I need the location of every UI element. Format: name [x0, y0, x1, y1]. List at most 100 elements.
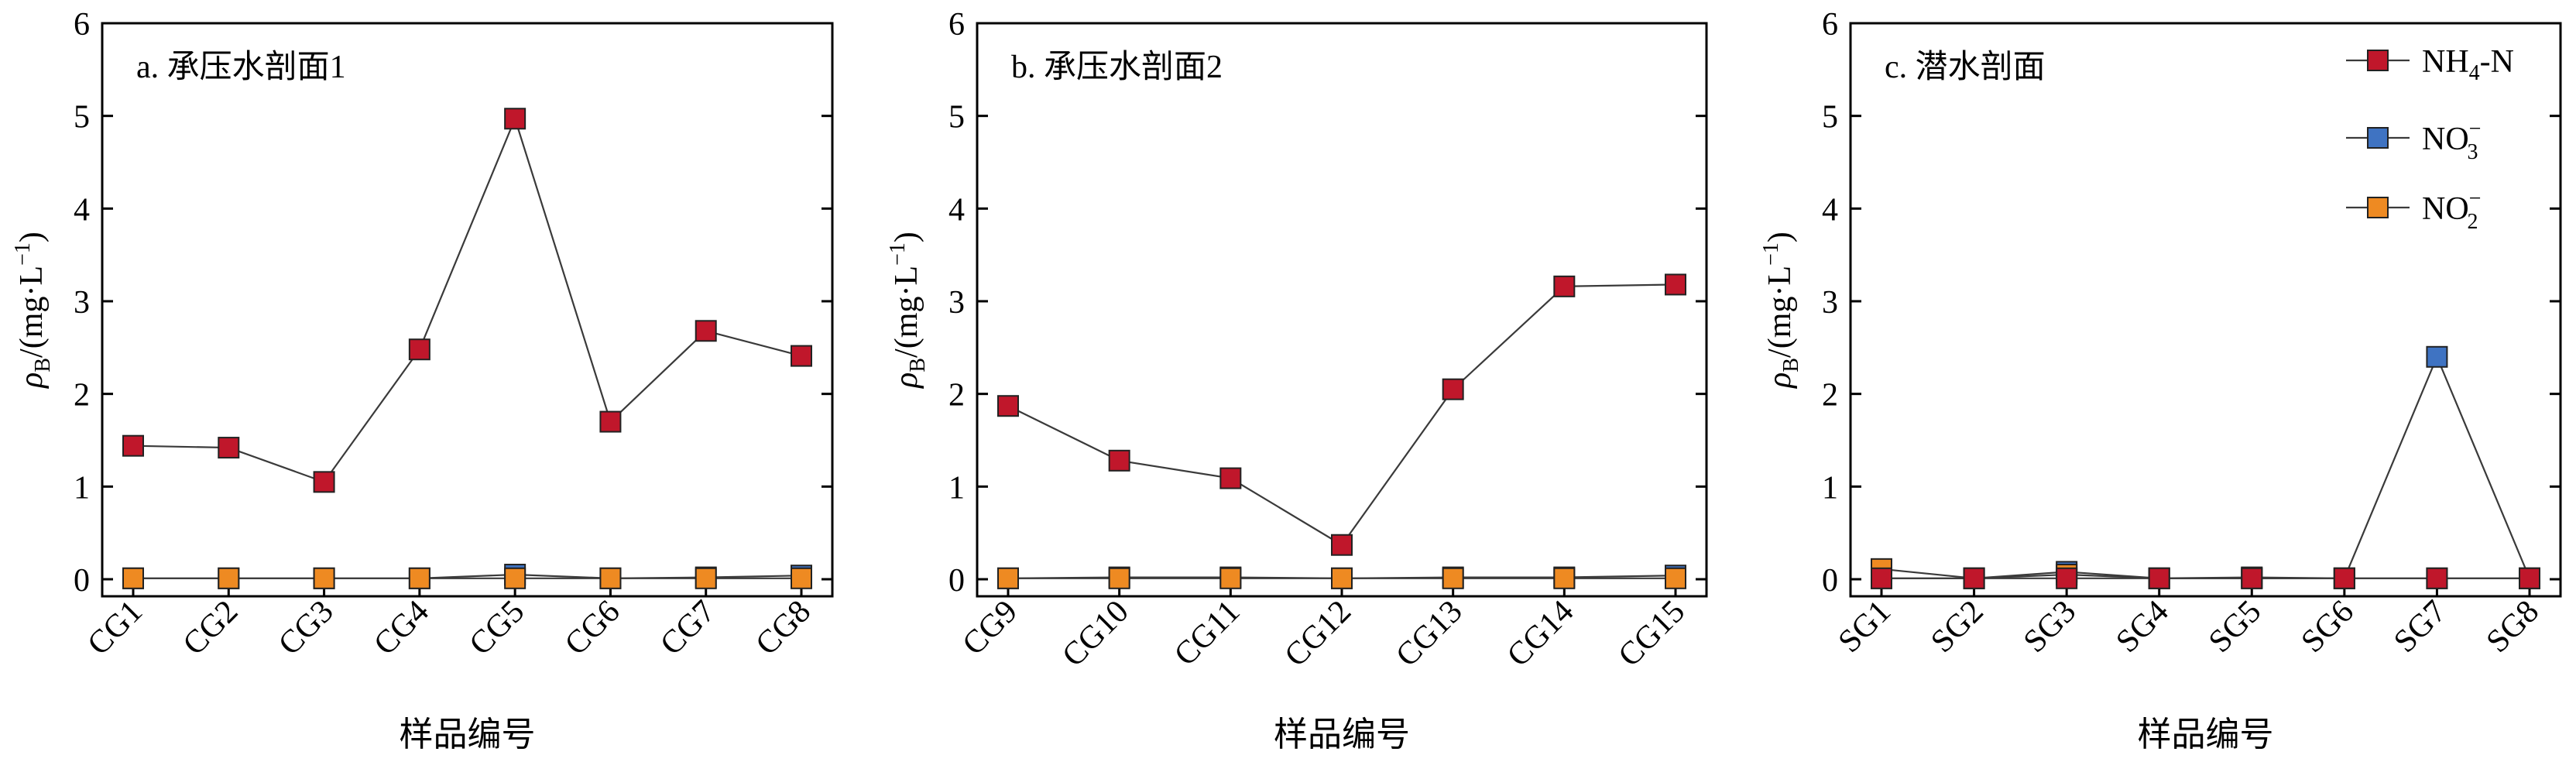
y-tick-label: 4 — [948, 192, 965, 228]
legend-sub: 3 — [2467, 140, 2478, 164]
data-point — [1108, 449, 1130, 472]
data-point — [408, 567, 430, 589]
x-tick-label: CG14 — [1501, 594, 1580, 674]
data-point — [1963, 567, 1985, 589]
legend-main: NO — [2422, 191, 2469, 227]
y-tick-label: 6 — [948, 7, 965, 43]
data-point — [218, 567, 240, 589]
y-axis-label: ρB/(mg·L−1) — [1759, 232, 1803, 390]
data-point — [599, 410, 622, 433]
x-axis-label: 样品编号 — [400, 716, 536, 753]
data-point — [1553, 275, 1576, 297]
y-tick-label: 2 — [948, 378, 965, 414]
legend: NH4-NNO− 3NO− 2 — [2346, 44, 2514, 234]
ylabel-unit: /(mg·L — [1762, 266, 1798, 358]
chart-panel-3: c. 潜水剖面 0 1 2 3 4 5 6 ρB/(mg·L−1) SG1 SG2 SG3 SG4 SG5… — [1759, 7, 2562, 753]
legend-sub: 2 — [2467, 210, 2478, 234]
x-tick-label: CG5 — [463, 594, 532, 663]
x-tick-label: CG15 — [1612, 594, 1692, 674]
data-point — [997, 567, 1019, 589]
y-tick-label: 2 — [1822, 378, 1838, 414]
data-point — [313, 471, 335, 493]
ylabel-exp: −1 — [886, 242, 910, 266]
x-tick-label: SG1 — [1832, 594, 1898, 660]
x-tick-label: SG7 — [2387, 594, 2453, 660]
data-point — [122, 567, 144, 589]
x-tick-label: SG5 — [2202, 594, 2268, 660]
y-tick-label: 4 — [74, 192, 90, 228]
data-point — [695, 320, 717, 342]
x-tick-label: SG4 — [2109, 594, 2175, 660]
x-tick-label: SG8 — [2480, 594, 2546, 660]
data-point — [997, 395, 1019, 417]
y-tick-label: 6 — [74, 7, 90, 43]
ylabel-sub: B — [906, 358, 930, 372]
x-tick-label: CG10 — [1055, 594, 1135, 674]
data-point — [1331, 534, 1353, 556]
data-point — [1665, 273, 1686, 296]
ylabel-rho: ρ — [14, 372, 50, 390]
x-tick-label: CG7 — [653, 594, 722, 663]
chart-panel-2: b. 承压水剖面2 0 1 2 3 4 5 6 ρB/(mg·L−1) CG9 CG10 CG11 CG… — [886, 7, 1708, 753]
ylabel-sub: B — [1779, 358, 1803, 372]
data-point — [1442, 567, 1464, 589]
y-axis-label: ρB/(mg·L−1) — [886, 232, 930, 390]
x-tick-label: CG3 — [272, 594, 341, 663]
x-tick-label: CG9 — [955, 594, 1024, 663]
data-point — [1331, 567, 1353, 589]
legend-marker — [2367, 50, 2389, 71]
y-tick-label: 6 — [1822, 7, 1838, 43]
legend-sub: 4 — [2469, 61, 2480, 85]
plot-frame — [1849, 22, 2562, 598]
legend-tail: -N — [2480, 44, 2514, 80]
data-point — [122, 434, 144, 457]
y-tick-label: 0 — [948, 563, 965, 599]
x-tick-label: CG8 — [749, 594, 818, 663]
x-tick-label: SG3 — [2017, 594, 2083, 660]
legend-main: NH — [2422, 44, 2469, 80]
y-tick-label: 1 — [948, 470, 965, 506]
plot-frame — [976, 22, 1708, 598]
y-tick-label: 0 — [74, 563, 90, 599]
x-tick-label: CG13 — [1389, 594, 1469, 674]
legend-sup: − — [2469, 187, 2482, 211]
legend-label: NH4-N — [2422, 44, 2514, 85]
data-point — [504, 567, 527, 589]
ylabel-exp: −1 — [11, 242, 35, 266]
y-tick-label: 5 — [74, 100, 90, 136]
y-tick-label: 4 — [1822, 192, 1838, 228]
x-axis-label: 样品编号 — [2138, 716, 2274, 753]
data-point — [2426, 345, 2448, 368]
data-point — [791, 567, 812, 589]
data-point — [2241, 567, 2263, 589]
data-point — [2333, 567, 2355, 589]
y-tick-label: 5 — [1822, 100, 1838, 136]
x-tick-label: CG1 — [81, 594, 149, 663]
ylabel-exp: −1 — [1759, 242, 1783, 266]
y-tick-label: 3 — [74, 285, 90, 321]
ylabel-close: ) — [889, 232, 924, 242]
ylabel-unit: /(mg·L — [889, 266, 924, 358]
legend-marker — [2367, 127, 2389, 149]
legend-sup: − — [2469, 117, 2482, 141]
data-point — [313, 567, 335, 589]
y-tick-label: 2 — [74, 378, 90, 414]
data-point — [791, 345, 812, 367]
x-tick-label: CG6 — [558, 594, 627, 663]
data-point — [599, 567, 622, 589]
x-tick-label: CG12 — [1278, 594, 1358, 674]
data-point — [1553, 567, 1576, 589]
data-point — [1108, 567, 1130, 589]
ylabel-rho: ρ — [1762, 372, 1798, 390]
data-point — [218, 437, 240, 459]
x-tick-label: CG11 — [1168, 594, 1247, 673]
x-tick-label: SG2 — [1924, 594, 1990, 660]
series-line-NH4-N — [1007, 283, 1676, 547]
data-point — [2426, 567, 2448, 589]
legend-label: NO− 3 — [2422, 117, 2481, 164]
data-point — [2148, 567, 2170, 589]
chart-title: b. 承压水剖面2 — [1011, 50, 1223, 85]
ylabel-close: ) — [14, 232, 50, 242]
y-tick-label: 5 — [948, 100, 965, 136]
